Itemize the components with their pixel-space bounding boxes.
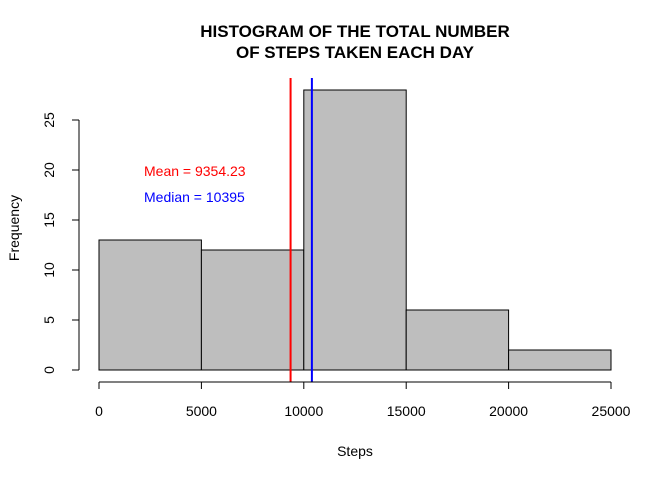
histogram-bar-4 [508,349,612,371]
y-axis-title: Frequency [6,195,22,261]
x-tick-label-5: 25000 [592,403,631,419]
bars-group [98,89,612,371]
y-tick-label-3: 15 [41,212,57,228]
y-tick-label-5: 25 [41,112,57,128]
median-annotation: Median = 10395 [144,189,245,205]
histogram-bar-1 [200,249,305,371]
histogram-bar-0 [98,239,202,371]
x-axis: 0 5000 10000 15000 20000 25000 [95,381,631,419]
histogram-bar-2 [303,89,407,371]
reference-lines-group [289,78,313,382]
x-tick-label-0: 0 [95,403,103,419]
histogram-bar-3 [405,309,510,371]
y-tick-label-0: 0 [41,366,57,374]
x-axis-title: Steps [337,443,373,459]
chart-title-line-1: HISTOGRAM OF THE TOTAL NUMBER [200,22,509,41]
chart-title-line-2: OF STEPS TAKEN EACH DAY [236,43,475,62]
x-tick-label-1: 5000 [186,403,217,419]
y-tick-label-1: 5 [41,316,57,324]
mean-annotation: Mean = 9354.23 [144,163,246,179]
x-tick-label-4: 20000 [489,403,528,419]
y-tick-label-2: 10 [41,262,57,278]
y-tick-label-4: 20 [41,162,57,178]
y-axis: 0 5 10 15 20 25 [41,112,80,374]
x-tick-label-3: 15000 [387,403,426,419]
x-tick-label-2: 10000 [284,403,323,419]
